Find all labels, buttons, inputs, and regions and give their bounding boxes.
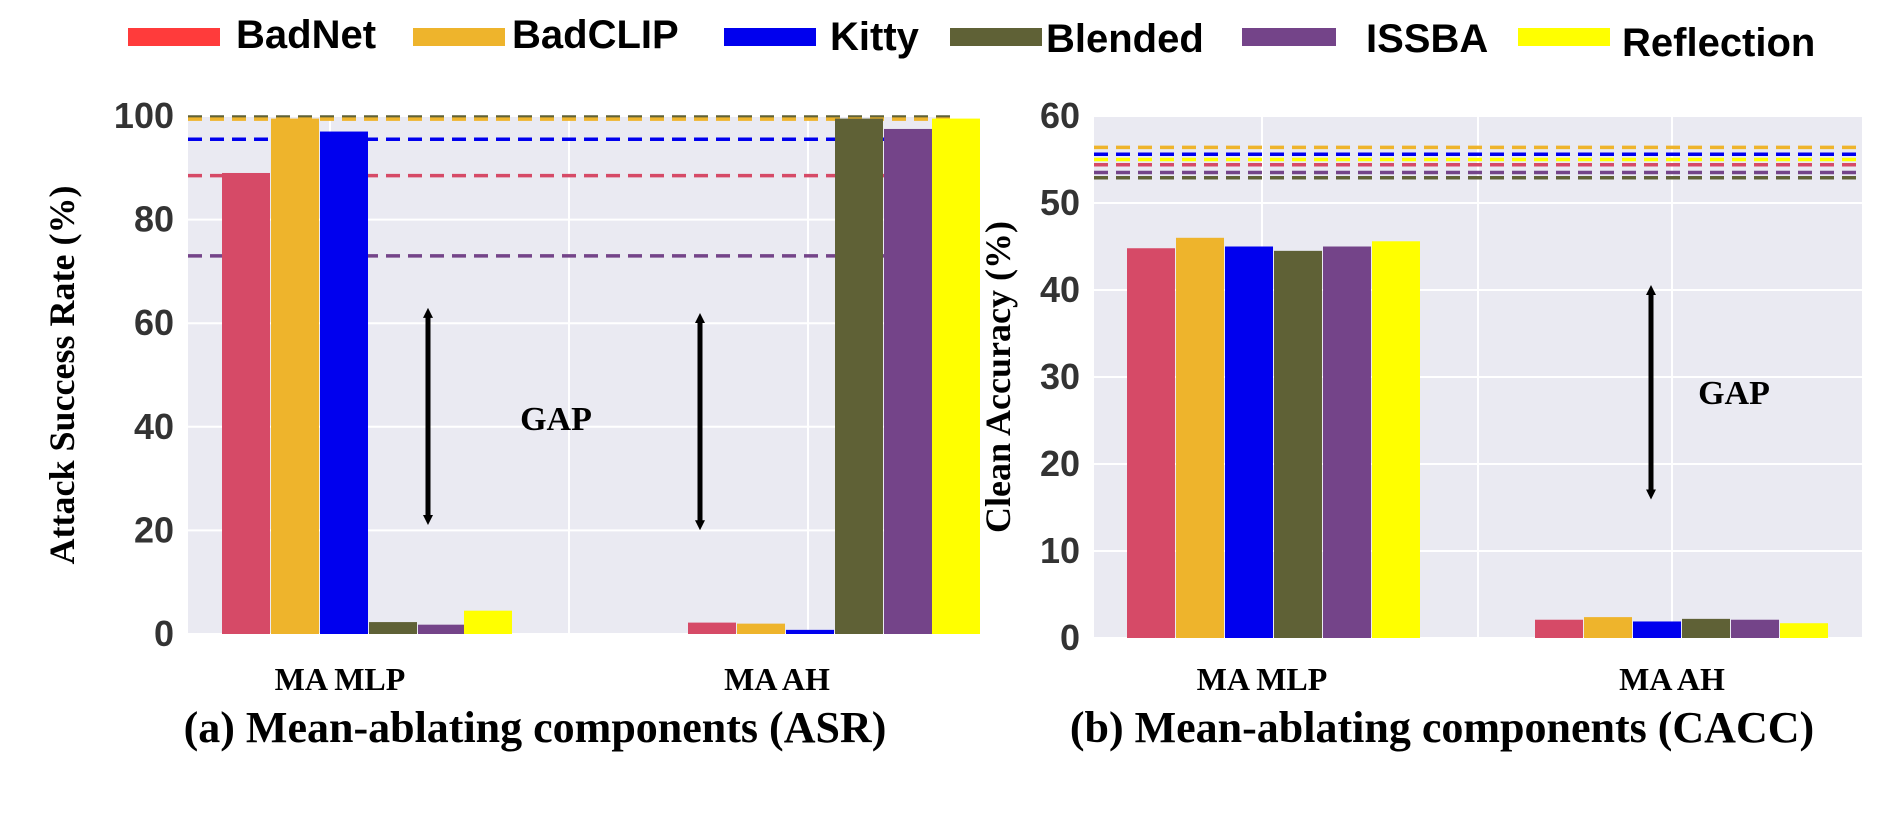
- bar-kitty-ma-mlp: [1225, 246, 1273, 638]
- bar-badclip-ma-mlp: [1176, 237, 1224, 639]
- y-tick-label: 60: [134, 302, 174, 343]
- y-tick-label: 80: [134, 199, 174, 240]
- y-tick-label: 30: [1040, 356, 1080, 397]
- y-axis-label: Clean Accuracy (%): [978, 221, 1018, 533]
- y-tick-label: 0: [154, 613, 174, 654]
- bar-blended-ma-mlp: [369, 622, 417, 634]
- gap-annotation: GAP: [520, 401, 592, 438]
- legend-label-issba: ISSBA: [1366, 17, 1488, 61]
- bar-badclip-ma-mlp: [271, 118, 319, 635]
- bar-issba-ma-ah: [884, 128, 932, 634]
- bar-kitty-ma-ah: [1633, 621, 1681, 638]
- y-tick-label: 10: [1040, 530, 1080, 571]
- legend-label-kitty: Kitty: [830, 15, 920, 59]
- bar-blended-ma-ah: [1682, 618, 1730, 638]
- bar-issba-ma-ah: [1731, 619, 1779, 638]
- bar-reflection-ma-mlp: [1372, 241, 1420, 638]
- bar-badclip-ma-ah: [737, 623, 785, 634]
- y-tick-label: 40: [1040, 269, 1080, 310]
- bar-blended-ma-mlp: [1274, 250, 1322, 638]
- bar-reflection-ma-ah: [1780, 623, 1828, 638]
- y-tick-label: 50: [1040, 182, 1080, 223]
- bar-badnet-ma-mlp: [1127, 248, 1175, 639]
- bar-badnet-ma-ah: [1535, 619, 1583, 638]
- bar-issba-ma-mlp: [1323, 246, 1371, 638]
- y-tick-label: 20: [134, 509, 174, 550]
- y-tick-label: 40: [134, 406, 174, 447]
- bar-blended-ma-ah: [835, 118, 883, 635]
- x-category-label: MA MLP: [1197, 661, 1328, 697]
- legend-swatch-badclip: [413, 28, 505, 46]
- x-category-label: MA MLP: [275, 661, 406, 697]
- y-tick-label: 0: [1060, 617, 1080, 658]
- bar-issba-ma-mlp: [418, 624, 466, 634]
- panel-b-cacc-chart: 0 10 20 30 40 50 60 MA MLP MA AH Clean Accuracy (…: [978, 95, 1862, 752]
- legend-label-reflection: Reflection: [1622, 21, 1815, 65]
- x-category-label: MA AH: [1619, 661, 1725, 697]
- legend: BadNet BadCLIP Kitty Blended ISSBA Reflection: [128, 13, 1815, 65]
- x-category-label: MA AH: [724, 661, 830, 697]
- y-tick-label: 20: [1040, 443, 1080, 484]
- bar-badnet-ma-mlp: [222, 172, 270, 635]
- y-axis-label: Attack Success Rate (%): [42, 186, 82, 565]
- y-tick-label: 100: [114, 95, 174, 136]
- legend-swatch-badnet: [128, 28, 220, 46]
- bar-kitty-ma-mlp: [320, 131, 368, 635]
- legend-swatch-reflection: [1518, 28, 1610, 46]
- bar-badnet-ma-ah: [688, 622, 736, 634]
- bar-reflection-ma-mlp: [464, 610, 512, 634]
- legend-swatch-issba: [1242, 28, 1336, 46]
- panel-a-asr-chart: 0 20 40 60 80 100 MA MLP MA AH Attack Success Ra…: [42, 95, 980, 752]
- bar-reflection-ma-ah: [932, 118, 980, 635]
- legend-swatch-blended: [950, 28, 1042, 46]
- legend-label-blended: Blended: [1046, 17, 1204, 61]
- legend-swatch-kitty: [724, 28, 816, 46]
- panel-caption: (a) Mean-ablating components (ASR): [184, 703, 887, 752]
- legend-label-badnet: BadNet: [236, 13, 376, 57]
- gap-annotation: GAP: [1698, 375, 1770, 412]
- bar-kitty-ma-ah: [786, 629, 834, 634]
- bar-badclip-ma-ah: [1584, 617, 1632, 638]
- legend-label-badclip: BadCLIP: [512, 13, 679, 57]
- panel-caption: (b) Mean-ablating components (CACC): [1070, 703, 1814, 752]
- y-tick-label: 60: [1040, 95, 1080, 136]
